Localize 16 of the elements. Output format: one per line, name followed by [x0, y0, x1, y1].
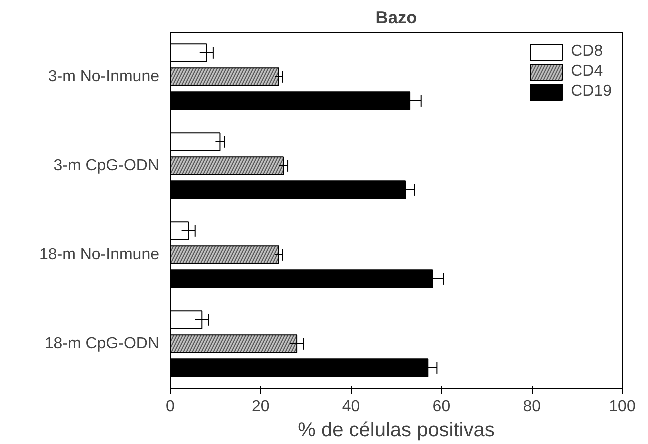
x-tick-label: 60 [432, 398, 451, 416]
x-tick-label: 100 [609, 398, 636, 416]
legend-label: CD19 [571, 83, 612, 101]
bar [170, 132, 221, 152]
x-tick-label: 40 [342, 398, 360, 416]
chart-title: Bazo [376, 8, 418, 28]
x-axis-title: % de células positivas [298, 420, 495, 442]
x-tick-label: 80 [523, 398, 542, 416]
legend-label: CD8 [571, 43, 604, 61]
x-tick-label: 20 [252, 398, 270, 416]
y-tick-label: 3-m CpG-ODN [54, 158, 160, 174]
x-tick-label: 0 [166, 398, 176, 416]
y-tick-label: 3-m No-Inmune [48, 68, 160, 86]
legend-label: CD4 [571, 63, 604, 81]
y-tick-label: 18-m No-Inmune [39, 246, 160, 264]
y-tick-label: 18-m CpG-ODN [44, 336, 160, 352]
